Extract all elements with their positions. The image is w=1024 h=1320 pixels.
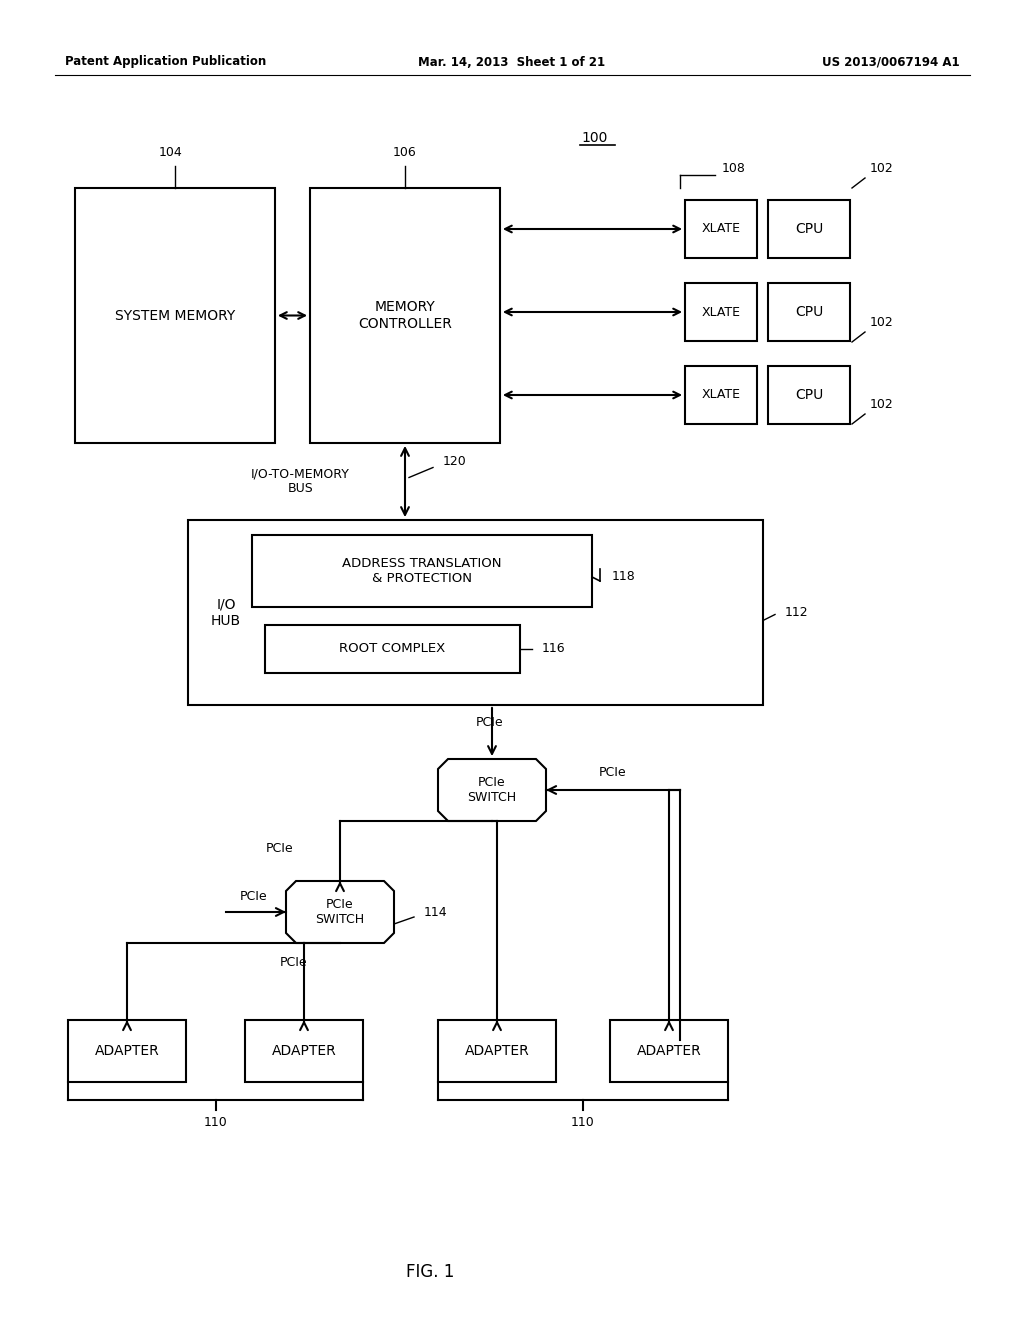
Text: SYSTEM MEMORY: SYSTEM MEMORY [115, 309, 236, 322]
Text: XLATE: XLATE [701, 305, 740, 318]
Text: 108: 108 [722, 161, 745, 174]
Text: I/O
HUB: I/O HUB [211, 598, 241, 627]
Text: 110: 110 [204, 1115, 227, 1129]
Text: PCIe
SWITCH: PCIe SWITCH [467, 776, 516, 804]
Text: 104: 104 [159, 147, 183, 160]
Bar [768, 366, 850, 424]
Bar [610, 1020, 728, 1082]
Bar [252, 535, 592, 607]
Bar [75, 187, 275, 444]
Text: XLATE: XLATE [701, 388, 740, 401]
Bar [188, 520, 763, 705]
Text: US 2013/0067194 A1: US 2013/0067194 A1 [822, 55, 961, 69]
Text: Mar. 14, 2013  Sheet 1 of 21: Mar. 14, 2013 Sheet 1 of 21 [419, 55, 605, 69]
Text: PCIe: PCIe [266, 842, 294, 855]
Bar [68, 1020, 186, 1082]
Text: ADAPTER: ADAPTER [637, 1044, 701, 1059]
Bar [768, 201, 850, 257]
Text: 100: 100 [582, 131, 608, 145]
Bar [265, 624, 520, 673]
Bar [685, 201, 757, 257]
Bar [685, 366, 757, 424]
Bar [310, 187, 500, 444]
Text: CPU: CPU [795, 222, 823, 236]
Text: FIG. 1: FIG. 1 [406, 1263, 455, 1280]
Text: PCIe: PCIe [476, 717, 504, 730]
Text: 120: 120 [443, 455, 467, 469]
Text: Patent Application Publication: Patent Application Publication [65, 55, 266, 69]
Bar [768, 282, 850, 341]
Bar [245, 1020, 362, 1082]
Text: CPU: CPU [795, 305, 823, 319]
Text: 116: 116 [542, 643, 565, 656]
Text: PCIe: PCIe [599, 767, 627, 780]
Text: XLATE: XLATE [701, 223, 740, 235]
Text: ADAPTER: ADAPTER [465, 1044, 529, 1059]
Text: 106: 106 [393, 147, 417, 160]
Text: ADAPTER: ADAPTER [94, 1044, 160, 1059]
Text: PCIe: PCIe [241, 890, 268, 903]
Text: CPU: CPU [795, 388, 823, 403]
Text: 118: 118 [612, 569, 636, 582]
Text: 102: 102 [870, 397, 894, 411]
Text: 112: 112 [785, 606, 809, 619]
Text: PCIe
SWITCH: PCIe SWITCH [315, 898, 365, 927]
Polygon shape [286, 880, 394, 942]
Text: ADAPTER: ADAPTER [271, 1044, 336, 1059]
Bar [685, 282, 757, 341]
Polygon shape [438, 759, 546, 821]
Text: PCIe: PCIe [281, 957, 308, 969]
Text: 114: 114 [424, 906, 447, 919]
Text: 102: 102 [870, 315, 894, 329]
Text: ADDRESS TRANSLATION
& PROTECTION: ADDRESS TRANSLATION & PROTECTION [342, 557, 502, 585]
Text: MEMORY
CONTROLLER: MEMORY CONTROLLER [358, 301, 452, 330]
Bar [438, 1020, 556, 1082]
Text: I/O-TO-MEMORY
BUS: I/O-TO-MEMORY BUS [251, 467, 350, 495]
Text: ROOT COMPLEX: ROOT COMPLEX [339, 643, 445, 656]
Text: 110: 110 [571, 1115, 595, 1129]
Text: 102: 102 [870, 161, 894, 174]
